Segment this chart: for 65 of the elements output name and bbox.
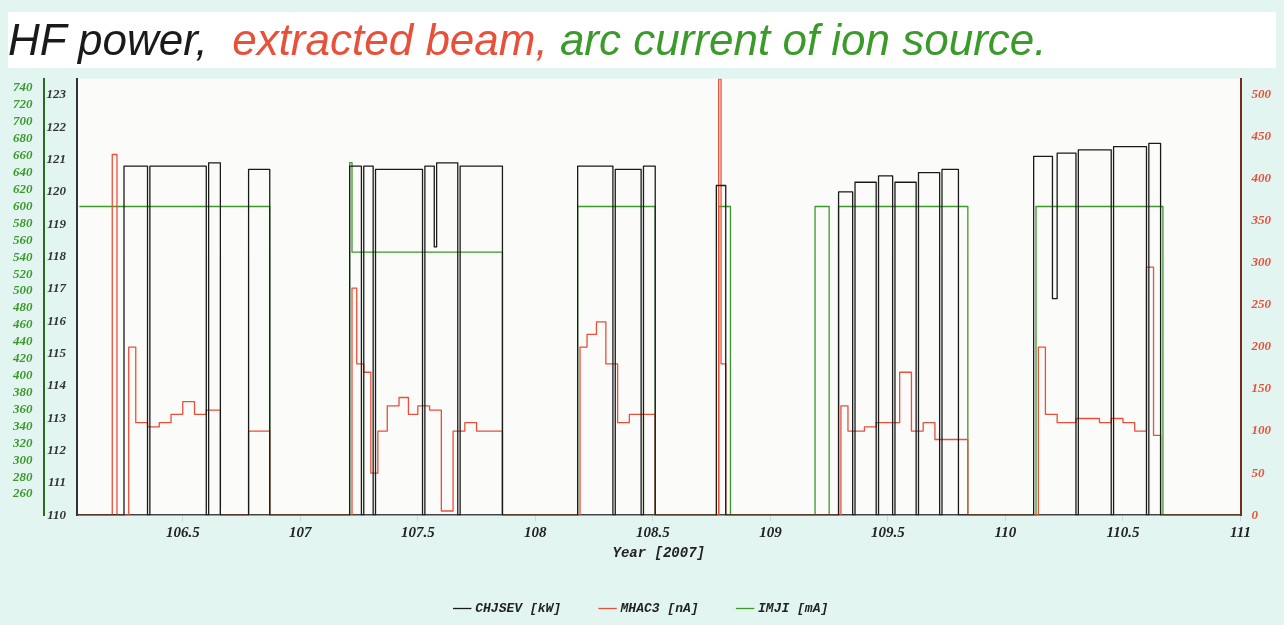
- y3-tick-label: 680: [13, 130, 33, 146]
- y-tick-label: 123: [46, 86, 67, 102]
- y3-tick-label: 620: [13, 180, 33, 196]
- y3-tick-label: 740: [13, 79, 33, 95]
- y-tick-label: 118: [47, 247, 67, 263]
- y3-tick-label: 560: [13, 231, 33, 247]
- y2-tick-label: 300: [1250, 254, 1272, 270]
- y3-tick-label: 340: [12, 417, 33, 433]
- y-tick-label: 121: [46, 150, 66, 166]
- y3-tick-label: 420: [12, 350, 33, 366]
- y3-tick-label: 580: [13, 214, 33, 230]
- y-tick-label: 120: [46, 183, 67, 199]
- x-axis-title: Year [2007]: [612, 545, 705, 562]
- y-tick-label: 117: [47, 280, 67, 296]
- y2-tick-label: 400: [1250, 170, 1272, 186]
- y2-tick-label: 150: [1251, 380, 1272, 396]
- y3-tick-label: 260: [12, 485, 33, 501]
- legend-label: CHJSEV [kW]: [475, 600, 562, 616]
- y3-tick-label: 440: [12, 333, 33, 349]
- x-tick-label: 108.5: [636, 524, 671, 541]
- x-tick-label: 108: [524, 524, 548, 541]
- y3-tick-label: 500: [13, 282, 33, 298]
- y3-tick-label: 400: [12, 367, 33, 383]
- y3-tick-label: 540: [13, 248, 33, 264]
- y-tick-label: 110: [47, 506, 67, 522]
- y3-tick-label: 660: [13, 147, 33, 163]
- y3-tick-label: 640: [13, 164, 33, 180]
- y3-tick-label: 460: [12, 316, 33, 332]
- y3-tick-label: 600: [13, 197, 33, 213]
- y3-tick-label: 700: [13, 113, 33, 129]
- x-tick-label: 110.5: [1106, 524, 1140, 541]
- x-tick-label: 111: [1230, 524, 1251, 541]
- legend-label: MHAC3 [nA]: [619, 600, 699, 616]
- x-tick-label: 110: [994, 524, 1017, 541]
- legend-label: IMJI [mA]: [758, 600, 829, 616]
- x-tick-label: 109.5: [871, 524, 906, 541]
- y-tick-label: 116: [47, 312, 67, 328]
- x-tick-label: 107: [289, 524, 313, 541]
- y3-tick-label: 520: [13, 265, 33, 281]
- y2-tick-label: 500: [1251, 86, 1272, 102]
- y3-tick-label: 320: [12, 434, 33, 450]
- x-tick-label: 109: [759, 524, 783, 541]
- y2-tick-label: 200: [1250, 338, 1272, 354]
- y2-tick-label: 100: [1251, 422, 1272, 438]
- y-tick-label: 111: [47, 474, 66, 490]
- y-tick-label: 112: [47, 441, 67, 457]
- y-tick-label: 122: [46, 118, 67, 134]
- y3-tick-label: 380: [12, 383, 33, 399]
- y2-tick-label: 350: [1250, 212, 1272, 228]
- x-tick-label: 107.5: [400, 524, 436, 541]
- y2-tick-label: 250: [1250, 296, 1272, 312]
- y-tick-label: 115: [47, 344, 67, 360]
- y-tick-label: 113: [47, 409, 67, 425]
- y3-tick-label: 280: [12, 468, 33, 484]
- y3-tick-label: 360: [12, 400, 33, 416]
- x-tick-label: 106.5: [165, 524, 201, 541]
- y3-tick-label: 720: [13, 96, 33, 112]
- chart-title: HF power, extracted beam, arc current of ion source.: [8, 15, 1047, 64]
- y2-tick-label: 50: [1251, 464, 1265, 480]
- y3-tick-label: 300: [12, 451, 33, 467]
- y2-tick-label: 450: [1250, 128, 1272, 144]
- y-tick-label: 114: [47, 377, 67, 393]
- y2-tick-label: 0: [1251, 506, 1259, 522]
- y3-tick-label: 480: [12, 299, 33, 315]
- y-tick-label: 119: [47, 215, 67, 231]
